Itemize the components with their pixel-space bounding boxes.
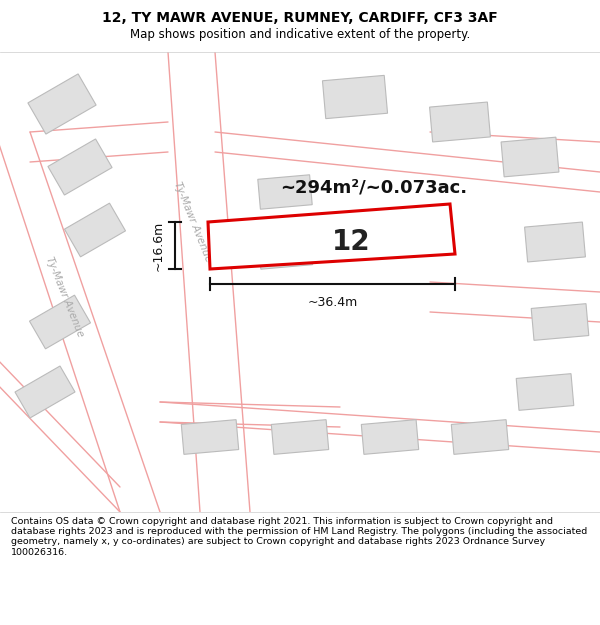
Polygon shape — [258, 175, 312, 209]
Text: ~16.6m: ~16.6m — [152, 221, 165, 271]
Polygon shape — [531, 304, 589, 341]
Polygon shape — [524, 222, 586, 262]
Polygon shape — [208, 204, 455, 269]
Text: 12: 12 — [331, 228, 370, 256]
Polygon shape — [64, 203, 125, 257]
Polygon shape — [15, 366, 75, 418]
Text: Ty-Mawr Avenue: Ty-Mawr Avenue — [172, 181, 214, 264]
Polygon shape — [430, 102, 490, 142]
Text: Ty-Mawr Avenue: Ty-Mawr Avenue — [44, 256, 86, 339]
Polygon shape — [271, 419, 329, 454]
Polygon shape — [322, 76, 388, 119]
Polygon shape — [29, 295, 91, 349]
Polygon shape — [361, 419, 419, 454]
Polygon shape — [501, 137, 559, 177]
Text: Contains OS data © Crown copyright and database right 2021. This information is : Contains OS data © Crown copyright and d… — [11, 516, 587, 557]
Polygon shape — [181, 419, 239, 454]
Text: ~294m²/~0.073ac.: ~294m²/~0.073ac. — [280, 178, 467, 196]
Polygon shape — [257, 225, 313, 269]
Polygon shape — [48, 139, 112, 195]
Polygon shape — [516, 374, 574, 411]
Polygon shape — [451, 419, 509, 454]
Polygon shape — [28, 74, 96, 134]
Text: Map shows position and indicative extent of the property.: Map shows position and indicative extent… — [130, 28, 470, 41]
Text: 12, TY MAWR AVENUE, RUMNEY, CARDIFF, CF3 3AF: 12, TY MAWR AVENUE, RUMNEY, CARDIFF, CF3… — [102, 11, 498, 26]
Text: ~36.4m: ~36.4m — [307, 296, 358, 309]
